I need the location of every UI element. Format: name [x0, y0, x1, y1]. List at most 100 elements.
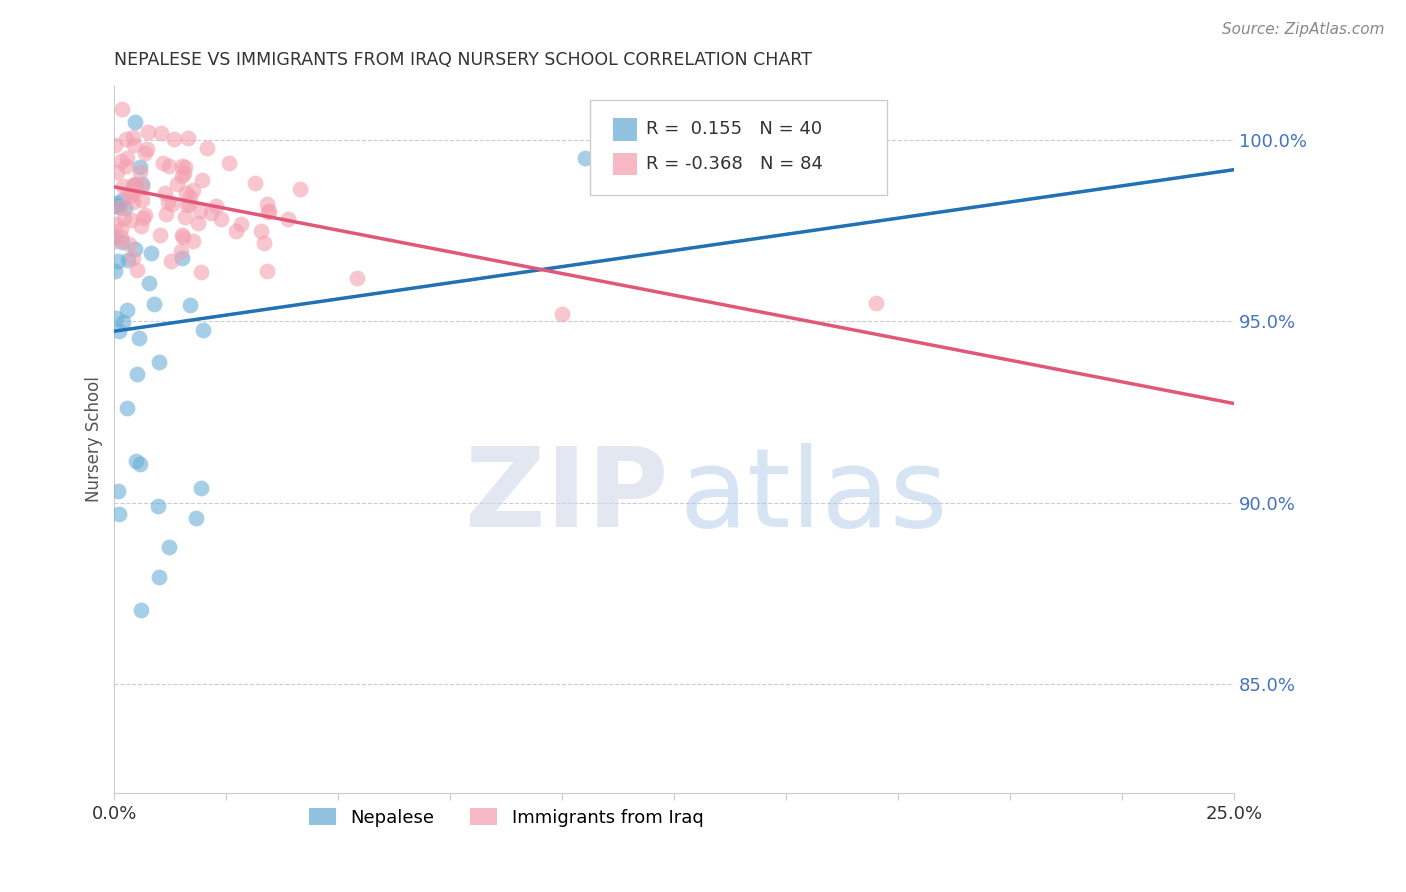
Point: [148, 355, 170, 369]
Point: [190, 265, 212, 279]
Point: [346, 271, 368, 285]
Point: [170, 159, 193, 173]
Point: [163, 132, 186, 146]
Point: [104, 264, 127, 278]
Text: Source: ZipAtlas.com: Source: ZipAtlas.com: [1222, 22, 1385, 37]
Point: [179, 196, 201, 211]
Point: [205, 199, 228, 213]
Legend: Nepalese, Immigrants from Iraq: Nepalese, Immigrants from Iraq: [301, 801, 711, 834]
Point: [121, 194, 143, 209]
Point: [131, 603, 153, 617]
Point: [172, 230, 194, 244]
Point: [141, 246, 163, 260]
Y-axis label: Nursery School: Nursery School: [86, 376, 103, 502]
Point: [110, 222, 132, 236]
Point: [129, 165, 152, 179]
Point: [131, 177, 153, 191]
Point: [257, 205, 280, 219]
Point: [125, 454, 148, 468]
Point: [187, 216, 209, 230]
Text: NEPALESE VS IMMIGRANTS FROM IRAQ NURSERY SCHOOL CORRELATION CHART: NEPALESE VS IMMIGRANTS FROM IRAQ NURSERY…: [114, 51, 813, 69]
Point: [124, 178, 146, 192]
Point: [129, 161, 152, 175]
Point: [191, 173, 214, 187]
Point: [111, 179, 134, 194]
Text: R =  0.155   N = 40: R = 0.155 N = 40: [647, 120, 823, 138]
Point: [121, 212, 143, 227]
Point: [104, 230, 127, 244]
Point: [170, 228, 193, 243]
Point: [181, 234, 204, 248]
Point: [129, 457, 152, 471]
Point: [131, 180, 153, 194]
Point: [124, 115, 146, 129]
Point: [108, 200, 131, 214]
Point: [156, 194, 179, 209]
Point: [115, 159, 138, 173]
Point: [117, 253, 139, 268]
Point: [176, 186, 198, 201]
Point: [166, 177, 188, 191]
Point: [111, 315, 134, 329]
Point: [131, 193, 153, 207]
Point: [110, 154, 132, 169]
Point: [104, 234, 127, 248]
Point: [191, 323, 214, 337]
Point: [170, 251, 193, 265]
Point: [122, 184, 145, 198]
Point: [122, 130, 145, 145]
FancyBboxPatch shape: [613, 118, 637, 141]
Point: [125, 368, 148, 382]
Point: [250, 224, 273, 238]
Point: [110, 230, 132, 244]
Point: [173, 166, 195, 180]
Point: [574, 151, 596, 165]
Point: [170, 169, 193, 183]
Point: [132, 211, 155, 225]
Point: [865, 296, 887, 310]
Point: [108, 324, 131, 338]
Point: [209, 211, 232, 226]
Point: [129, 219, 152, 234]
Text: ZIP: ZIP: [465, 442, 668, 549]
Point: [288, 181, 311, 195]
Point: [174, 160, 197, 174]
FancyBboxPatch shape: [613, 153, 637, 176]
Point: [110, 201, 132, 215]
Point: [122, 178, 145, 192]
Point: [117, 401, 139, 415]
Point: [115, 132, 138, 146]
Point: [121, 188, 143, 202]
Point: [176, 198, 198, 212]
Point: [184, 511, 207, 525]
Point: [117, 151, 139, 165]
Point: [179, 298, 201, 312]
Point: [124, 242, 146, 256]
Point: [121, 251, 143, 265]
Point: [136, 142, 159, 156]
Point: [118, 236, 141, 251]
Point: [107, 483, 129, 498]
Point: [125, 263, 148, 277]
Point: [110, 102, 132, 116]
Point: [190, 481, 212, 495]
Point: [551, 307, 574, 321]
Point: [138, 276, 160, 290]
Point: [173, 210, 195, 224]
Point: [104, 138, 127, 153]
Point: [104, 310, 127, 325]
Point: [104, 196, 127, 211]
Point: [152, 156, 174, 170]
Point: [128, 331, 150, 345]
Point: [111, 193, 134, 207]
Point: [218, 155, 240, 169]
Point: [148, 570, 170, 584]
Point: [105, 165, 128, 179]
Point: [115, 303, 138, 318]
Point: [183, 183, 205, 197]
Point: [253, 235, 276, 250]
Point: [124, 138, 146, 153]
Point: [160, 196, 183, 211]
Text: atlas: atlas: [679, 442, 948, 549]
Point: [153, 186, 176, 201]
